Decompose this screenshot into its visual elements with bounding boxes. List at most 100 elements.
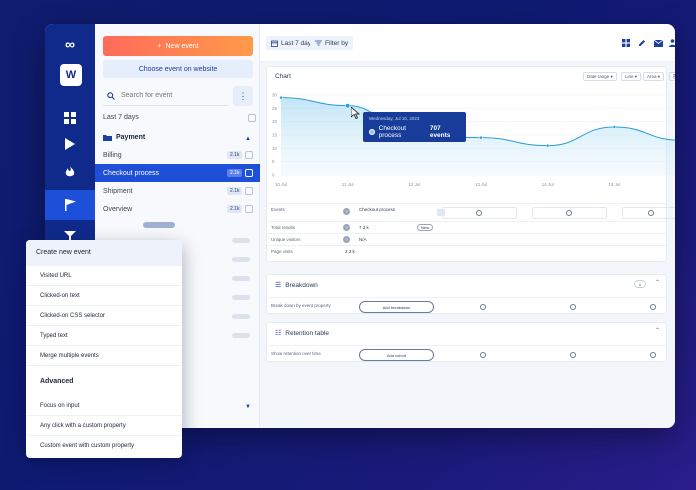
breakdown-card: ☰ Breakdown ∨ ⌃ Break down by event prop… [266, 274, 667, 314]
help-icon[interactable]: ? [343, 208, 350, 215]
y-tick-label: 5 [272, 159, 275, 164]
chevron-up-icon[interactable]: ▲ [245, 136, 251, 142]
add-breakdown-button[interactable]: Add breakdown [359, 301, 434, 313]
data-point [545, 143, 550, 148]
add-circle-icon[interactable] [480, 304, 486, 310]
series-color-swatch[interactable] [437, 209, 445, 216]
flag-icon[interactable] [45, 190, 95, 220]
event-item-checkout-process[interactable]: Checkout process 2.1k [95, 164, 260, 182]
event-item-overview[interactable]: Overview 2.1k [95, 200, 260, 218]
more-options-button[interactable]: ⋮ [233, 86, 253, 106]
create-new-event-menu: Create new event Visited URL Clicked-on … [26, 240, 182, 458]
chart-card: Chart Date range ▾ Line ▾ Area ▾ ⎘ ▾ 0 5 1… [266, 66, 675, 263]
y-tick-label: 30 [272, 93, 278, 98]
infinity-logo-icon: ∞ [65, 36, 75, 52]
menu-item-custom-event-custom-property[interactable]: Custom event with custom property [40, 443, 135, 449]
menu-item-clicked-on-css-selector[interactable]: Clicked-on CSS selector [26, 306, 182, 326]
export-select[interactable]: ⎘ ▾ [669, 72, 675, 81]
flame-icon[interactable] [45, 158, 95, 186]
menu-item-focus-on-input[interactable]: Focus on input [26, 396, 182, 416]
app-window: ∞ W + New event Choose event on website [45, 24, 675, 428]
filter-icon [315, 40, 322, 46]
compare-column[interactable] [442, 207, 517, 219]
event-label: Checkout process [103, 169, 160, 177]
add-circle-icon[interactable] [570, 352, 576, 358]
legend-table: Events ? Checkout process Total results … [267, 203, 675, 263]
data-point [345, 103, 351, 109]
menu-item-clicked-on-text[interactable]: Clicked-on text [26, 286, 182, 306]
top-toolbar: Last 7 days Filter by ⋮ [260, 24, 675, 62]
area-type-select[interactable]: Area ▾ [643, 72, 665, 81]
menu-item-any-click-custom-property[interactable]: Any click with a custom property [26, 416, 182, 436]
chart-title: Chart [275, 73, 291, 80]
event-checkbox[interactable] [245, 151, 253, 159]
add-circle-icon[interactable] [566, 210, 572, 216]
retention-card-title: ☷ Retention table [275, 329, 330, 338]
tooltip-series-value: 707 events [429, 125, 451, 139]
event-checkbox[interactable] [245, 205, 253, 213]
mouse-cursor-icon [351, 107, 361, 119]
chevron-up-icon[interactable]: ⌃ [654, 328, 660, 334]
x-tick-label: 12 Jul [408, 182, 420, 187]
compare-column[interactable] [532, 207, 607, 219]
event-item-billing[interactable]: Billing 2.1k [95, 146, 260, 164]
event-checkbox[interactable] [245, 187, 253, 195]
choose-event-on-website-button[interactable]: Choose event on website [103, 60, 253, 78]
area-chart: 0 5 10 15 20 25 30 10 Jul 11 Jul 12 Jul 13 Jul 14 J… [272, 93, 675, 187]
dashboard-icon[interactable] [45, 104, 95, 132]
compare-column[interactable] [622, 207, 675, 219]
help-icon[interactable]: ? [343, 236, 350, 243]
placeholder-pill [232, 295, 250, 300]
legend-row-label: Page visits [271, 249, 293, 254]
workspace-avatar[interactable]: W [60, 64, 82, 86]
chevron-up-icon[interactable]: ⌃ [654, 280, 660, 286]
y-tick-label: 20 [272, 119, 278, 124]
date-filter-label: Last 7 days [281, 39, 315, 47]
filter-by-button[interactable]: Filter by [310, 36, 354, 50]
search-input[interactable] [121, 92, 211, 99]
chart-card-title: Chart [275, 73, 291, 80]
add-circle-icon[interactable] [650, 304, 656, 310]
add-circle-icon[interactable] [476, 210, 482, 216]
mail-icon[interactable] [652, 36, 664, 50]
funnel-icon[interactable] [45, 222, 95, 250]
grid-view-icon[interactable] [620, 36, 632, 50]
add-circle-icon[interactable] [650, 352, 656, 358]
add-cohort-button[interactable]: Add cohort [359, 349, 434, 361]
menu-item-typed-text[interactable]: Typed text [26, 326, 182, 346]
menu-item-visited-url[interactable]: Visited URL [26, 266, 182, 286]
add-circle-icon[interactable] [570, 304, 576, 310]
chevron-down-icon[interactable]: ▼ [245, 404, 251, 410]
folder-payment[interactable]: Payment [103, 134, 145, 141]
line-type-select-label: Line [625, 74, 634, 79]
menu-item-merge-multiple-events[interactable]: Merge multiple events [26, 346, 182, 366]
retention-title: Retention table [285, 329, 330, 337]
breakdown-card-title: ☰ Breakdown [275, 281, 318, 290]
line-type-select[interactable]: Line ▾ [621, 72, 642, 81]
add-user-icon[interactable] [667, 36, 675, 50]
edit-pencil-icon[interactable] [636, 36, 648, 50]
add-circle-icon[interactable] [648, 210, 654, 216]
event-item-shipment[interactable]: Shipment 2.1k [95, 182, 260, 200]
date-filter-button[interactable]: Last 7 days [266, 36, 320, 50]
event-checkbox[interactable] [245, 169, 253, 177]
date-range-select[interactable]: Date range ▾ [583, 72, 617, 81]
retention-icon: ☷ [275, 330, 282, 337]
event-count-badge: 2.1k [227, 187, 243, 195]
plus-icon: + [157, 42, 162, 50]
play-icon[interactable] [45, 130, 95, 158]
date-range-checkbox[interactable] [248, 114, 256, 122]
help-icon[interactable]: ? [343, 224, 350, 231]
new-event-button[interactable]: + New event [103, 36, 253, 56]
date-range-select-label: Date range [587, 74, 610, 79]
popup-title: Create new event [26, 240, 182, 266]
breakdown-icon: ☰ [275, 282, 282, 289]
date-range-row[interactable]: Last 7 days [103, 114, 256, 122]
breakdown-toggle[interactable]: ∨ [634, 280, 646, 288]
event-search[interactable] [103, 86, 228, 106]
choose-event-label: Choose event on website [138, 65, 218, 73]
add-circle-icon[interactable] [480, 352, 486, 358]
new-event-label: New event [165, 42, 199, 50]
retention-row-label: Show retention over time [271, 351, 321, 356]
event-label: Billing [103, 151, 122, 159]
